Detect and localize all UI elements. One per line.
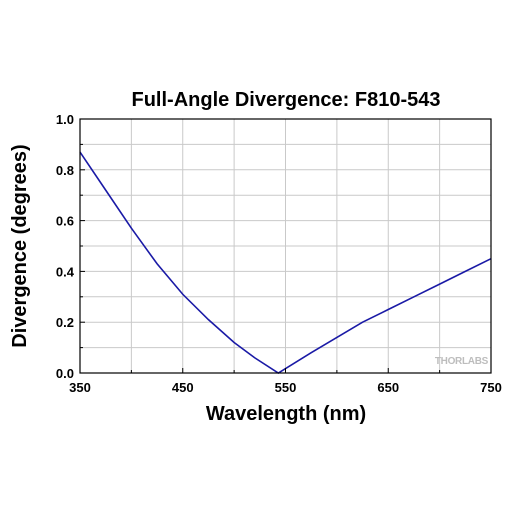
y-tick-label: 0.4 [56, 264, 75, 279]
y-tick-label: 0.8 [56, 163, 74, 178]
grid [80, 119, 491, 373]
y-tick-label: 1.0 [56, 112, 74, 127]
y-axis-ticks: 0.0 0.2 0.4 0.6 0.8 1.0 [56, 112, 85, 381]
x-tick-label: 450 [172, 380, 194, 395]
x-axis-ticks: 350 450 550 650 750 [69, 368, 502, 395]
y-tick-label: 0.6 [56, 214, 74, 229]
y-tick-label: 0.0 [56, 366, 74, 381]
x-axis-label: Wavelength (nm) [206, 403, 366, 425]
x-tick-label: 550 [275, 380, 297, 395]
x-tick-label: 350 [69, 380, 91, 395]
chart-title: Full-Angle Divergence: F810-543 [132, 89, 441, 111]
x-tick-label: 750 [480, 380, 502, 395]
x-tick-label: 650 [377, 380, 399, 395]
y-axis-label: Divergence (degrees) [9, 144, 31, 347]
thorlabs-watermark: THORLABS [435, 356, 489, 367]
y-tick-label: 0.2 [56, 315, 74, 330]
